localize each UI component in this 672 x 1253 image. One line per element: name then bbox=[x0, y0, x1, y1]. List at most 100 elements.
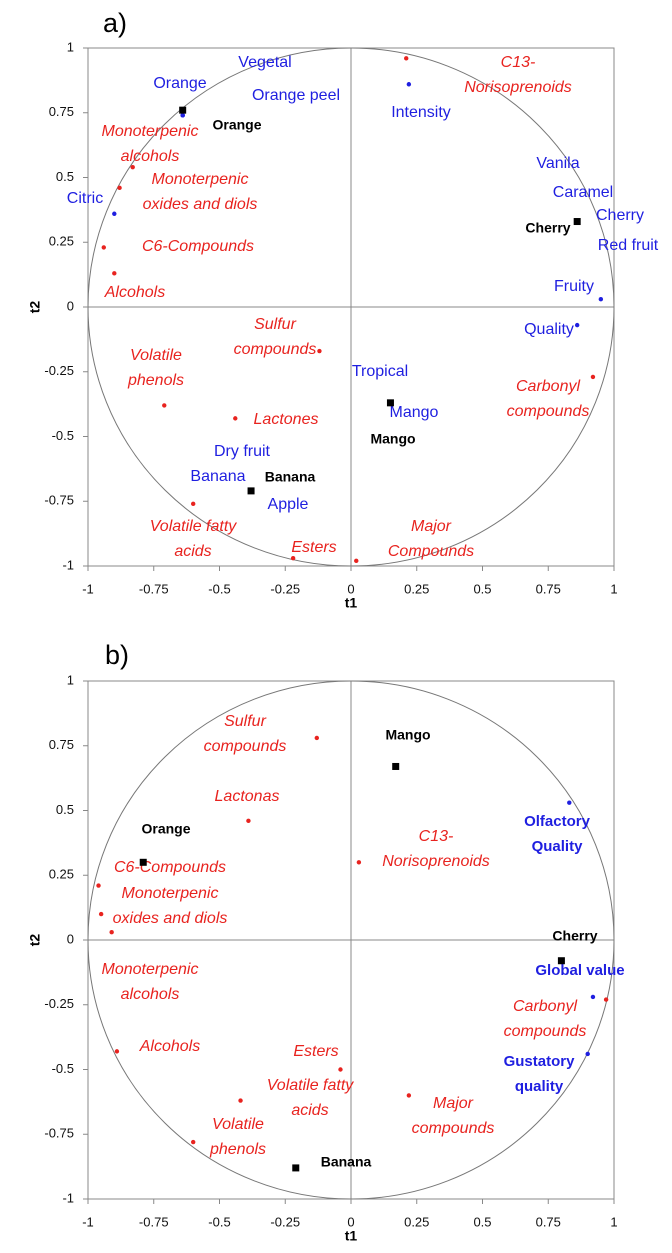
point-label: C6-Compounds bbox=[142, 238, 254, 255]
y-tick-label: 0.25 bbox=[49, 234, 74, 249]
point-label: Mango bbox=[390, 404, 439, 421]
x-tick-label: -1 bbox=[82, 581, 94, 596]
observation-marker bbox=[247, 487, 255, 495]
point-label: Orange bbox=[153, 75, 206, 92]
variable-marker bbox=[112, 271, 117, 276]
point-label: Dry fruit bbox=[214, 443, 271, 460]
point-label: Fruity bbox=[554, 278, 594, 295]
y-tick-label: 1 bbox=[67, 39, 74, 54]
y-tick-label: -1 bbox=[62, 1190, 74, 1205]
point-label: Caramel bbox=[553, 184, 613, 201]
variable-marker bbox=[567, 800, 572, 805]
observation-marker bbox=[292, 1164, 300, 1172]
variable-marker bbox=[233, 416, 238, 421]
x-tick-label: -0.75 bbox=[139, 1214, 169, 1229]
x-tick-label: -1 bbox=[82, 1214, 94, 1229]
point-label: Volatile fatty bbox=[267, 1077, 355, 1094]
point-label: Tropical bbox=[352, 363, 408, 380]
point-label: Orange peel bbox=[252, 87, 340, 104]
y-tick-label: -1 bbox=[62, 557, 74, 572]
observation-marker bbox=[557, 957, 565, 965]
observation-marker bbox=[392, 762, 400, 770]
point-label: Banana bbox=[190, 468, 245, 485]
variable-marker bbox=[117, 185, 122, 191]
x-tick-label: 0.75 bbox=[536, 1214, 561, 1229]
point-label: compounds bbox=[204, 738, 287, 755]
point-label: Apple bbox=[268, 496, 309, 513]
x-tick-label: 0.5 bbox=[473, 581, 491, 596]
point-label: Carbonyl bbox=[513, 998, 577, 1015]
point-label: Carbonyl bbox=[516, 378, 580, 395]
point-label: phenols bbox=[209, 1141, 266, 1158]
y-tick-label: 0.25 bbox=[49, 867, 74, 882]
point-label: Volatile bbox=[212, 1116, 264, 1133]
point-label: Monoterpenic bbox=[102, 123, 199, 140]
variable-marker bbox=[356, 860, 362, 865]
y-tick-label: -0.5 bbox=[52, 428, 74, 443]
point-label: C13- bbox=[501, 54, 536, 71]
point-label: compounds bbox=[504, 1023, 587, 1040]
point-label: Alcohols bbox=[139, 1038, 200, 1055]
variable-marker bbox=[314, 735, 320, 741]
point-label: Intensity bbox=[391, 104, 451, 121]
x-axis-label: t1 bbox=[345, 595, 358, 611]
point-label: Norisoprenoids bbox=[382, 853, 490, 870]
observation-marker bbox=[139, 858, 147, 866]
x-tick-label: -0.5 bbox=[208, 1214, 230, 1229]
variable-marker bbox=[101, 245, 106, 250]
y-tick-label: 0.5 bbox=[56, 802, 74, 817]
variable-marker bbox=[238, 1098, 243, 1103]
point-label: Cherry bbox=[596, 207, 644, 224]
x-tick-label: -0.25 bbox=[270, 1214, 300, 1229]
point-label: oxides and diols bbox=[113, 910, 228, 927]
panel-label: a) bbox=[103, 8, 127, 38]
y-tick-label: 1 bbox=[67, 672, 74, 687]
variable-marker bbox=[603, 997, 609, 1002]
point-label: Lactones bbox=[254, 411, 319, 428]
variable-marker bbox=[574, 322, 580, 328]
point-label: Quality bbox=[524, 321, 574, 338]
point-label: Volatile bbox=[130, 347, 182, 364]
point-label: quality bbox=[515, 1078, 564, 1095]
x-tick-label: 1 bbox=[610, 581, 617, 596]
point-label: Global value bbox=[535, 962, 624, 979]
y-tick-label: 0 bbox=[67, 298, 74, 313]
variable-marker bbox=[590, 374, 596, 380]
x-axis-label: t1 bbox=[345, 1228, 358, 1244]
point-label: Banana bbox=[321, 1154, 372, 1170]
point-label: C6-Compounds bbox=[114, 859, 226, 876]
variable-marker bbox=[180, 113, 185, 118]
variable-marker bbox=[317, 348, 322, 354]
variable-marker bbox=[109, 930, 114, 935]
point-label: Mango bbox=[370, 431, 415, 447]
variable-marker bbox=[162, 403, 167, 408]
variable-marker bbox=[112, 211, 117, 216]
point-label: Cherry bbox=[525, 220, 570, 236]
point-label: Orange bbox=[141, 821, 190, 837]
y-tick-label: 0.75 bbox=[49, 737, 74, 752]
variable-marker bbox=[98, 911, 104, 917]
point-label: Sulfur bbox=[224, 713, 266, 730]
variable-marker bbox=[406, 82, 412, 87]
point-label: compounds bbox=[412, 1120, 495, 1137]
point-label: phenols bbox=[127, 372, 184, 389]
point-label: Gustatory bbox=[504, 1053, 576, 1070]
variable-marker bbox=[191, 1139, 196, 1145]
point-label: acids bbox=[174, 543, 211, 560]
point-label: Banana bbox=[265, 469, 316, 485]
x-tick-label: 0.25 bbox=[404, 1214, 429, 1229]
y-tick-label: -0.75 bbox=[44, 493, 74, 508]
point-label: acids bbox=[291, 1102, 328, 1119]
variable-marker bbox=[246, 818, 251, 824]
point-label: Cherry bbox=[552, 928, 597, 944]
observation-marker bbox=[573, 218, 581, 226]
point-label: Monoterpenic bbox=[152, 171, 249, 188]
y-axis-label: t2 bbox=[27, 934, 43, 947]
point-label: Alcohols bbox=[104, 284, 165, 301]
point-label: Citric bbox=[67, 190, 103, 207]
point-label: Volatile fatty bbox=[150, 518, 238, 535]
point-label: alcohols bbox=[121, 148, 180, 165]
variable-marker bbox=[406, 1093, 412, 1098]
point-label: Lactonas bbox=[215, 788, 280, 805]
point-label: compounds bbox=[507, 403, 590, 420]
